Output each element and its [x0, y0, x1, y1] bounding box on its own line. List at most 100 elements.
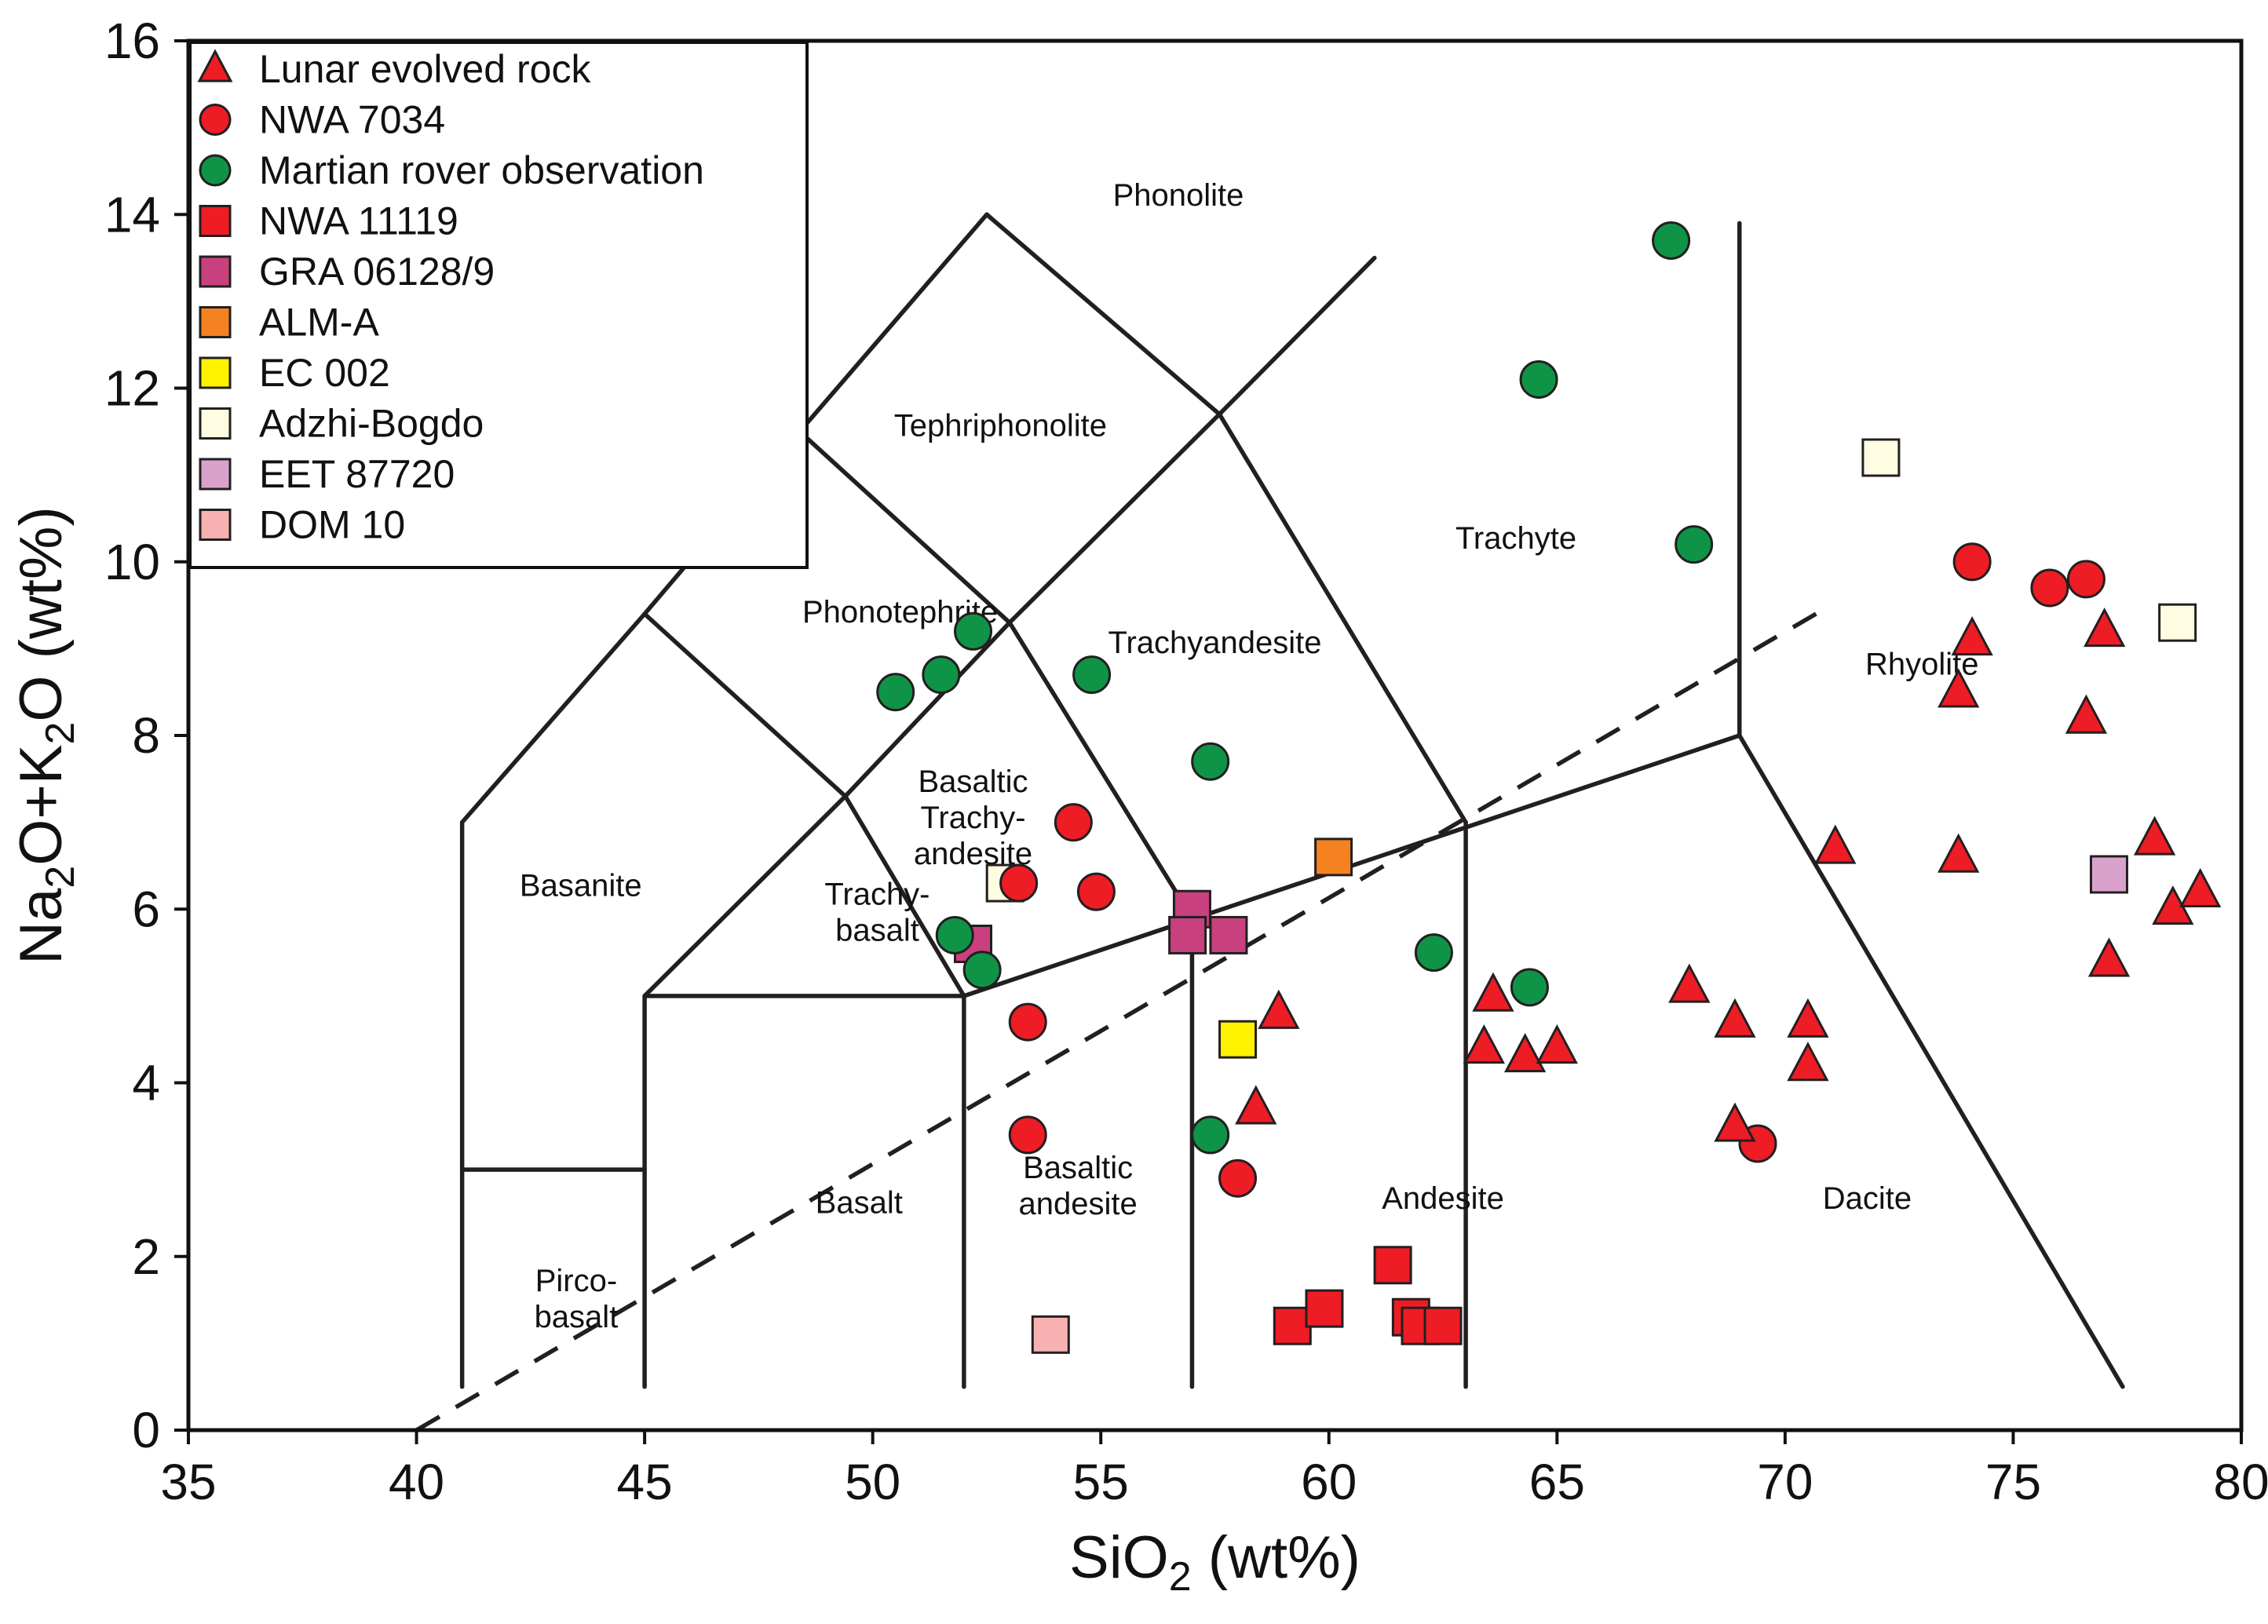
data-point: [2087, 937, 2131, 977]
field-label: Phonolite: [1113, 178, 1244, 213]
data-point: [2065, 694, 2108, 734]
x-tick-label: 50: [845, 1454, 900, 1510]
series-nwa-11119: [1273, 1246, 1463, 1345]
data-point: [999, 863, 1039, 903]
legend-label: Adzhi-Bogdo: [259, 402, 484, 446]
tas-boundary-line: [1007, 411, 1222, 625]
x-tick-label: 55: [1073, 1454, 1129, 1510]
data-point: [1414, 933, 1453, 973]
legend-marker: [199, 306, 232, 338]
data-point: [1714, 998, 1756, 1038]
tas-boundary-line: [843, 620, 1012, 799]
data-point: [1273, 1306, 1312, 1345]
field-label: Basaltic Trachy-andesite: [914, 765, 1032, 871]
data-point: [1209, 915, 1248, 954]
x-tick-label: 45: [617, 1454, 673, 1510]
data-point: [1952, 542, 1992, 582]
y-tick-label: 6: [132, 881, 160, 937]
data-point: [1937, 833, 1980, 873]
series-martian-rover-observation: [876, 221, 1714, 1155]
data-point: [1258, 989, 1300, 1029]
legend-marker: [199, 104, 232, 136]
x-tick-label: 80: [2213, 1454, 2268, 1510]
data-point: [2158, 603, 2197, 642]
data-point: [1652, 221, 1691, 260]
data-point: [1423, 1306, 1463, 1345]
legend-marker: [199, 154, 232, 187]
x-tick-label: 75: [1985, 1454, 2041, 1510]
data-point: [2133, 816, 2176, 856]
data-point: [1472, 972, 1514, 1012]
tas-boundary-line: [984, 212, 1222, 417]
legend-box: [188, 41, 809, 569]
y-tick-label: 0: [132, 1402, 160, 1458]
legend-marker: [199, 407, 232, 440]
data-point: [1305, 1289, 1344, 1328]
legend-marker: [199, 356, 232, 389]
data-point: [1787, 1042, 1829, 1082]
field-label: Basaltic andesite: [1019, 1151, 1138, 1221]
series-lunar-evolved-rock: [1235, 607, 2222, 1142]
data-point: [2084, 607, 2126, 648]
legend-marker: [199, 255, 232, 288]
tas-boundary-line: [642, 611, 848, 799]
series-dom-10: [1031, 1315, 1070, 1354]
field-label: Pirco-basalt: [535, 1264, 619, 1334]
data-point: [1191, 742, 1230, 781]
y-tick-label: 12: [104, 360, 160, 417]
legend-label: GRA 06128/9: [259, 250, 495, 294]
y-tick-label: 2: [132, 1228, 160, 1285]
data-point: [1008, 1002, 1047, 1042]
tas-boundary-line: [1737, 733, 2125, 1389]
data-point: [2179, 867, 2222, 907]
y-tick-label: 8: [132, 707, 160, 764]
legend-label: EC 002: [259, 351, 390, 395]
data-point: [1510, 968, 1549, 1007]
series-ec-002: [1218, 1020, 1258, 1059]
tas-boundary-line: [843, 794, 966, 998]
data-point: [1675, 525, 1714, 564]
legend-label: Lunar evolved rock: [259, 47, 591, 91]
legend-label: ALM-A: [259, 301, 379, 345]
data-point: [1536, 1024, 1578, 1064]
data-point: [1054, 803, 1093, 842]
legend: Lunar evolved rock NWA 7034 Martian rover …: [188, 41, 809, 569]
legend-label: EET 87720: [259, 452, 455, 496]
data-point: [1951, 616, 1993, 656]
series-nwa-7034: [999, 542, 2105, 1198]
data-point: [1191, 1115, 1230, 1155]
data-point: [1714, 1102, 1756, 1142]
data-points: [876, 221, 2222, 1354]
data-point: [1814, 824, 1857, 864]
data-point: [1787, 998, 1829, 1038]
data-point: [876, 673, 915, 712]
field-label: Basanite: [520, 869, 642, 903]
data-point: [1314, 838, 1353, 877]
tas-boundary-line: [1217, 411, 1468, 825]
x-tick-label: 70: [1757, 1454, 1813, 1510]
tas-boundary-line: [797, 429, 1012, 625]
data-point: [1937, 668, 1980, 708]
legend-marker: [199, 205, 232, 237]
data-point: [1235, 1085, 1277, 1125]
data-point: [1668, 963, 1711, 1003]
legend-marker: [199, 509, 232, 541]
x-tick-label: 40: [389, 1454, 444, 1510]
legend-marker: [199, 458, 232, 491]
x-tick-label: 65: [1529, 1454, 1585, 1510]
field-label: Basalt: [816, 1185, 903, 1220]
field-label: Andesite: [1382, 1181, 1504, 1216]
data-point: [935, 915, 974, 954]
y-axis-title: Na2O+K2O (wt%): [8, 506, 83, 965]
field-label: Trachyte: [1455, 521, 1576, 556]
data-point: [1076, 872, 1116, 911]
data-point: [1072, 655, 1112, 695]
legend-marker: [197, 49, 233, 82]
axes: 35 40 45 50 55 60 65 70 75 80 0 2 4 6 8 10 12 14 16: [104, 13, 2268, 1510]
y-tick-label: 16: [104, 13, 160, 69]
tas-boundary-line: [642, 794, 848, 998]
data-point: [2066, 560, 2105, 599]
y-tick-label: 14: [104, 186, 160, 243]
legend-label: NWA 11119: [259, 199, 458, 243]
